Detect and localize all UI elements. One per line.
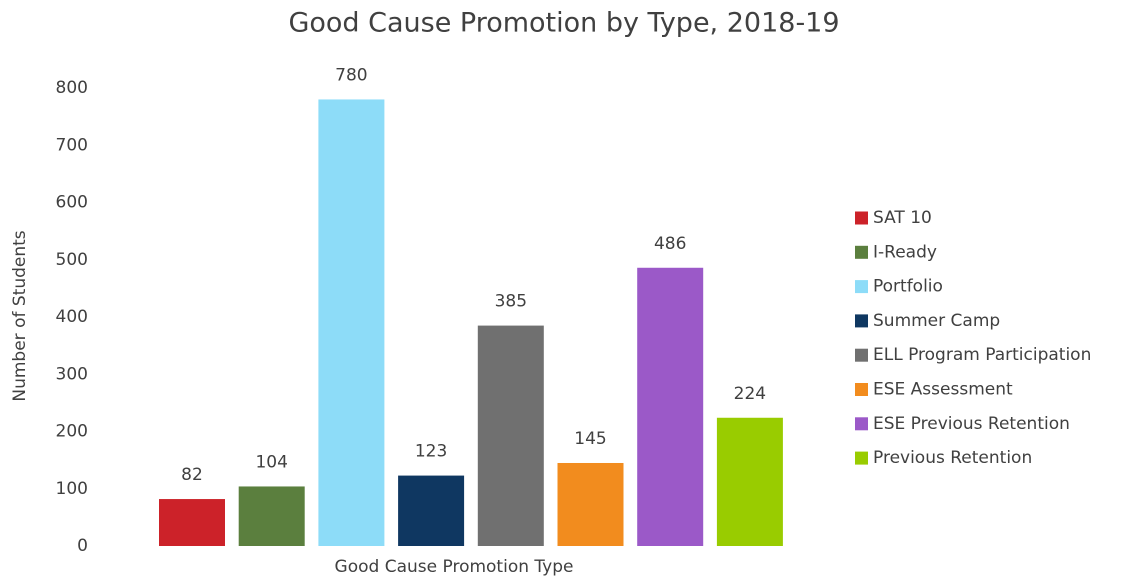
y-tick-label: 800 [56, 78, 88, 98]
legend-label: ESE Previous Retention [873, 414, 1070, 434]
data-label: 224 [734, 384, 766, 404]
bar [716, 417, 783, 546]
legend-swatch [855, 314, 868, 328]
data-label: 104 [255, 452, 287, 472]
legend-swatch [855, 348, 868, 362]
y-tick-label: 0 [77, 536, 88, 556]
bar [398, 475, 465, 546]
data-label: 123 [415, 442, 447, 462]
y-axis-label: Number of Students [10, 230, 30, 401]
legend-swatch [855, 383, 868, 396]
legend-swatch [855, 417, 868, 431]
y-tick-label: 400 [56, 307, 88, 327]
data-label: 145 [574, 429, 606, 449]
data-label: 385 [495, 292, 527, 312]
legend-swatch [855, 211, 868, 225]
legend-swatch [855, 245, 868, 259]
bar [637, 267, 704, 546]
y-tick-label: 200 [56, 422, 88, 442]
legend-label: I-Ready [873, 242, 937, 262]
legend-swatch [855, 280, 868, 294]
y-tick-label: 100 [56, 479, 88, 499]
bar [318, 99, 385, 546]
data-label: 780 [335, 65, 367, 85]
legend-swatch [855, 451, 868, 465]
bar [159, 499, 225, 546]
legend-label: ESE Assessment [873, 380, 1013, 400]
y-tick-label: 600 [56, 193, 88, 213]
legend-label: Portfolio [873, 277, 943, 297]
bar [477, 325, 544, 546]
data-label: 486 [654, 234, 686, 254]
legend-label: Previous Retention [873, 448, 1032, 468]
data-label: 82 [181, 465, 203, 485]
chart-title: Good Cause Promotion by Type, 2018-19 [288, 8, 839, 39]
y-tick-label: 300 [56, 364, 88, 384]
y-tick-label: 500 [56, 250, 88, 270]
legend-label: ELL Program Participation [873, 345, 1091, 365]
legend-label: SAT 10 [873, 208, 932, 228]
legend-label: Summer Camp [873, 311, 1000, 331]
bar [238, 486, 305, 546]
bar [557, 462, 624, 546]
y-tick-label: 700 [56, 135, 88, 155]
x-axis-label: Good Cause Promotion Type [335, 557, 574, 577]
